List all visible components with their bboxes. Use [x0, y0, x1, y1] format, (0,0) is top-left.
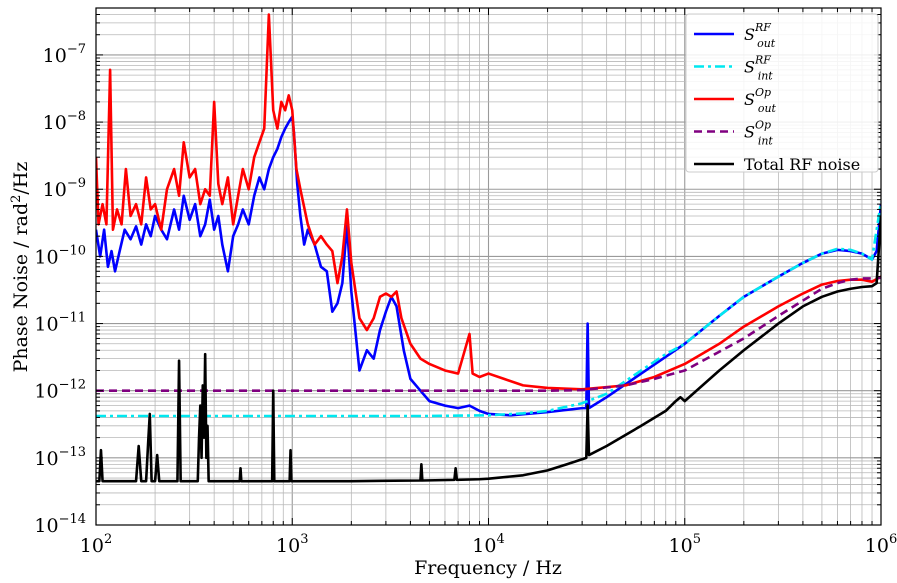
- series-line-s_op_int: [96, 276, 881, 392]
- legend-label-s_op_out: SOp out: [744, 86, 777, 115]
- y-tick-label: 10−9: [43, 176, 86, 201]
- y-axis-label: Phase Noise / rad2/Hz: [9, 162, 32, 373]
- y-tick-label: 10−7: [43, 42, 86, 67]
- x-tick-label: 105: [669, 532, 701, 557]
- y-tick-label: 10−13: [34, 445, 86, 470]
- legend-box: [685, 13, 879, 173]
- y-tick-label: 10−11: [34, 311, 86, 336]
- x-tick-label: 106: [865, 532, 897, 557]
- x-tick-label: 102: [80, 532, 112, 557]
- y-tick-label: 10−12: [34, 378, 86, 403]
- legend-label-s_rf_int: SRF int: [744, 54, 773, 83]
- legend-label-s_op_int: SOp int: [744, 119, 773, 148]
- y-tick-label: 10−8: [43, 109, 86, 134]
- series-line-s_rf_out: [96, 115, 881, 417]
- x-axis-label: Frequency / Hz: [414, 557, 562, 579]
- series-line-total_rf: [96, 215, 881, 483]
- axis-tick-labels: 102 103 104 105 106 10−14 10−13 10−12 10−11 10−10…: [34, 42, 897, 557]
- legend-label-total_rf: Total RF noise: [744, 155, 860, 174]
- y-tick-label: 10−10: [34, 243, 86, 268]
- series-line-s_op_out: [96, 13, 881, 391]
- legend-label-s_rf_out: SRF out: [744, 21, 776, 50]
- legend: SRF out SRF int SOp out SOp int Total RF noise: [685, 13, 879, 174]
- x-tick-label: 103: [276, 532, 308, 557]
- series-line-s_rf_int: [96, 201, 881, 418]
- y-tick-label: 10−14: [34, 512, 86, 537]
- x-tick-label: 104: [472, 532, 504, 557]
- series-layer: [96, 13, 881, 483]
